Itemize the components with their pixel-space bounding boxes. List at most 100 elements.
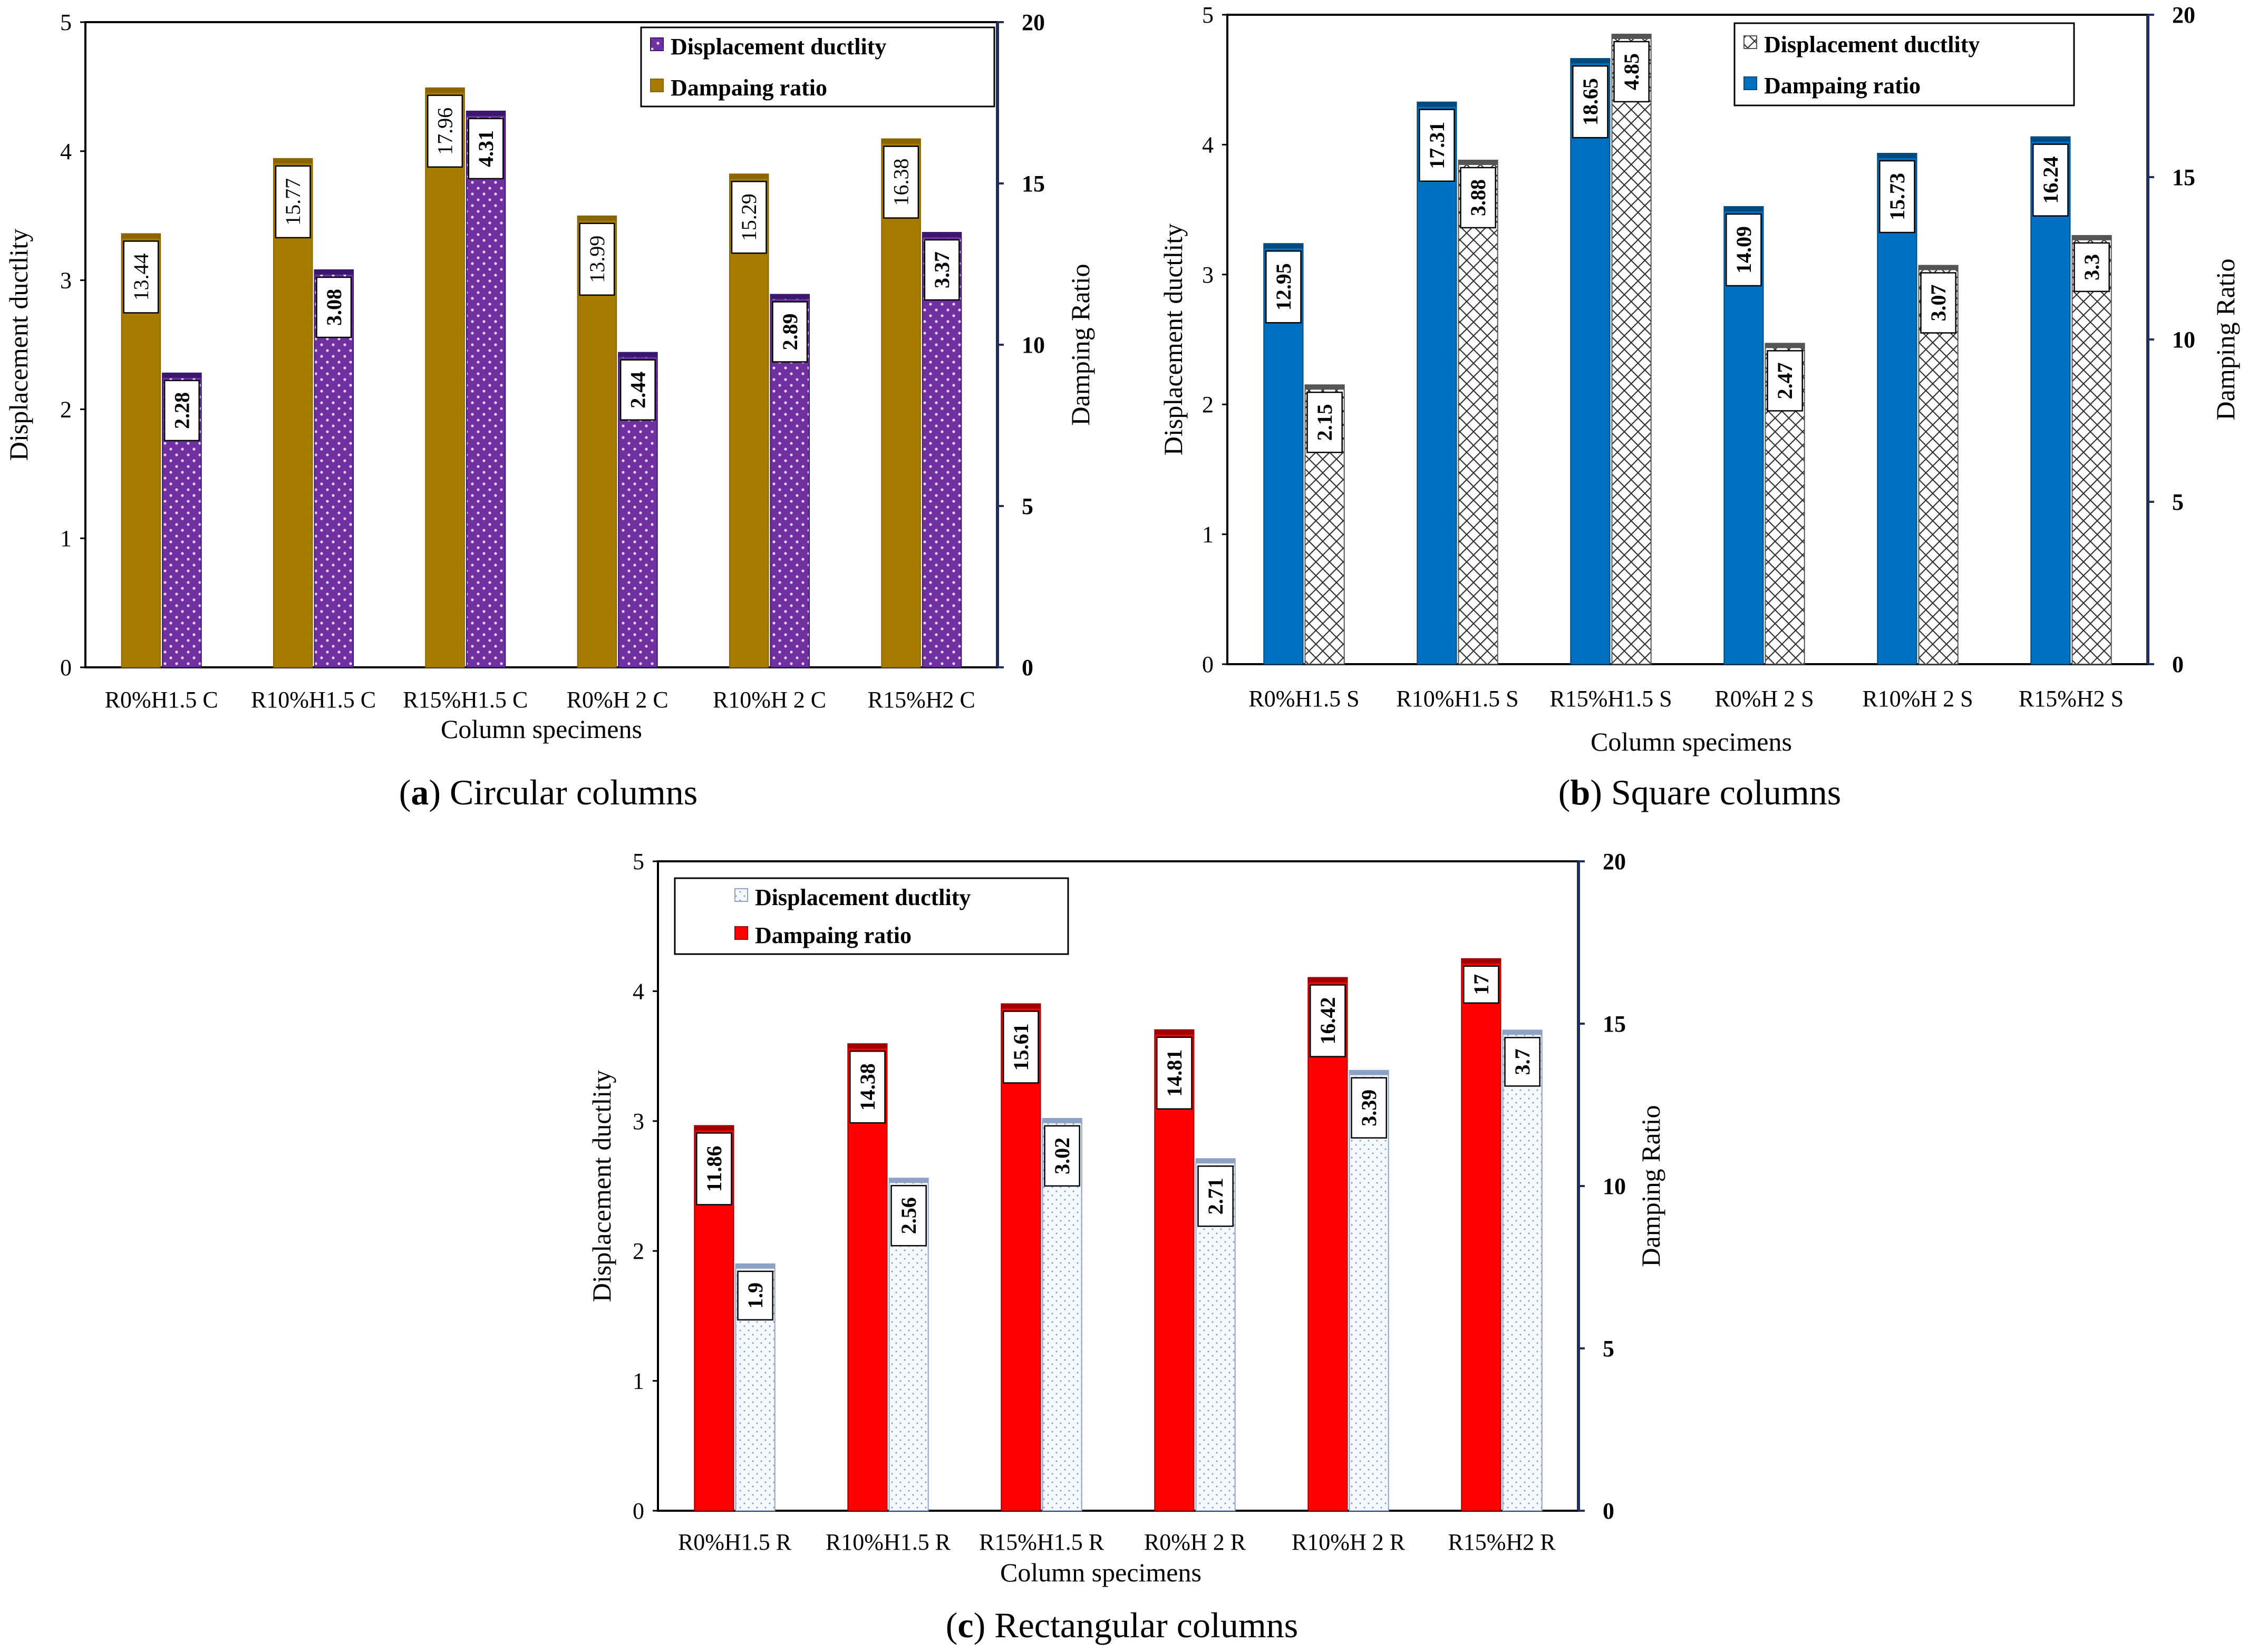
data-label: 3.39 <box>1357 1090 1381 1126</box>
data-label-box <box>1460 167 1496 229</box>
data-label: 3.08 <box>322 289 346 326</box>
right-tick-label: 10 <box>1022 332 1045 358</box>
data-label-box <box>883 145 919 219</box>
data-label-box <box>1351 1077 1387 1139</box>
bar-damping-ratio-cap <box>1155 1029 1194 1035</box>
category-labels-a: R0%H1.5 C R10%H1.5 C R15%H1.5 C R0%H 2 C R10… <box>105 687 975 713</box>
bar-damping-ratio <box>729 173 769 668</box>
bar-displacement-ductility-cap <box>1305 385 1344 390</box>
data-label: 3.37 <box>930 251 954 288</box>
caption-letter-b: b <box>1570 772 1590 812</box>
legend-swatch-ductility-b <box>1743 35 1757 49</box>
right-tick-label: 20 <box>1022 9 1045 35</box>
data-label-box <box>1419 109 1455 182</box>
data-label: 17.96 <box>433 108 457 155</box>
bar-damping-ratio <box>881 138 921 668</box>
left-y-ticks-a: 0 1 2 3 4 5 <box>60 9 85 681</box>
x-axis-title-b: Column specimens <box>1591 727 1792 756</box>
data-label: 2.44 <box>626 372 650 409</box>
data-label: 2.89 <box>778 314 802 351</box>
right-tick-label: 5 <box>2172 489 2184 515</box>
left-tick-label: 2 <box>1202 392 1214 417</box>
bar-damping-ratio-cap <box>425 88 464 93</box>
right-tick-label: 15 <box>1603 1011 1626 1037</box>
data-label: 17.31 <box>1425 122 1449 169</box>
y-axis-title-right-a: Damping Ratio <box>1065 264 1095 426</box>
data-label-box <box>1767 350 1803 412</box>
legend-c: Displacement ductlity Dampaing ratio <box>674 877 1069 955</box>
caption-b: (b) Square columns <box>1558 772 1841 812</box>
bar-damping-ratio-cap <box>1724 207 1763 212</box>
left-tick-label: 3 <box>60 268 72 294</box>
data-label-box <box>275 165 311 239</box>
data-label: 3.3 <box>2080 254 2104 280</box>
data-label-box <box>579 222 615 296</box>
data-label-box <box>1613 41 1650 103</box>
left-tick-label: 0 <box>1202 652 1214 677</box>
left-tick-label: 5 <box>633 849 644 874</box>
category-label: R15%H1.5 R <box>979 1529 1104 1555</box>
left-tick-label: 1 <box>60 526 72 551</box>
legend-a: Displacement ductlity Dampaing ratio <box>640 26 995 108</box>
y-axis-title-left-b: Displacement ductlity <box>1158 223 1188 455</box>
bar-damping-ratio-cap <box>1877 153 1917 159</box>
right-tick-label: 20 <box>2172 2 2195 28</box>
legend-label-damping-c: Dampaing ratio <box>755 922 912 948</box>
category-label: R0%H1.5 S <box>1248 686 1359 712</box>
bar-displacement-ductility-cap <box>770 294 810 299</box>
bar-damping-ratio-cap <box>1571 59 1610 64</box>
data-label: 16.24 <box>2039 157 2062 204</box>
legend-box-a <box>640 26 995 108</box>
data-label: 17 <box>1469 974 1493 995</box>
caption-letter-a: a <box>411 772 429 812</box>
bar-displacement-ductility-cap <box>1918 265 1958 270</box>
data-label-box <box>1003 1010 1039 1084</box>
bar-displacement-ductility <box>1349 1070 1389 1511</box>
caption-c: (c) Rectangular columns <box>946 1605 1298 1645</box>
data-label: 15.29 <box>737 193 761 241</box>
category-label: R0%H1.5 C <box>105 687 218 713</box>
category-label: R0%H 2 R <box>1144 1529 1246 1555</box>
left-tick-label: 5 <box>1202 2 1214 28</box>
left-tick-label: 4 <box>1202 132 1214 158</box>
legend-label-damping-b: Dampaing ratio <box>1764 73 1921 99</box>
data-label-box <box>2073 242 2110 293</box>
bar-displacement-ductility <box>1611 33 1652 665</box>
data-label: 16.38 <box>889 159 913 206</box>
bar-displacement-ductility <box>2071 235 2112 665</box>
category-label: R0%H 2 S <box>1714 686 1814 712</box>
category-label: R15%H1.5 C <box>403 687 528 713</box>
right-tick-label: 0 <box>1022 655 1033 681</box>
bar-displacement-ductility-cap <box>1765 343 1805 348</box>
chart-panel-b: 0 1 2 3 4 5 0 5 10 15 20 12.95 2.15 17.31 3.88 18.65 4… <box>1158 2 2240 812</box>
legend-label-ductility-c: Displacement ductlity <box>755 885 971 910</box>
left-y-ticks-b: 0 1 2 3 4 5 <box>1202 2 1227 677</box>
data-label-box <box>737 1270 773 1321</box>
legend-swatch-damping-c <box>734 926 748 940</box>
bar-displacement-ductility-cap <box>735 1264 775 1269</box>
caption-open-b: ( <box>1558 772 1571 812</box>
data-label-box <box>1044 1125 1080 1187</box>
legend-swatch-ductility-c <box>734 888 748 902</box>
data-label-box <box>1156 1036 1193 1110</box>
category-label: R15%H2 C <box>868 687 975 713</box>
data-label: 2.56 <box>897 1197 920 1234</box>
bar-displacement-ductility-cap <box>2072 235 2111 240</box>
bar-displacement-ductility-cap <box>1042 1118 1082 1123</box>
left-tick-label: 2 <box>633 1238 644 1264</box>
left-tick-label: 0 <box>633 1498 644 1524</box>
caption-open-c: ( <box>946 1605 958 1645</box>
category-label: R10%H 2 C <box>713 687 826 713</box>
data-label-box <box>1463 965 1499 1004</box>
bar-displacement-ductility <box>922 232 962 668</box>
left-y-ticks-c: 0 1 2 3 4 5 <box>633 849 658 1524</box>
y-axis-title-right-b: Damping Ratio <box>2211 259 2240 421</box>
bar-damping-ratio <box>1570 58 1611 665</box>
bar-displacement-ductility-cap <box>1612 34 1651 39</box>
y-axis-title-right-c: Damping Ratio <box>1636 1105 1665 1267</box>
data-label-box <box>163 380 200 442</box>
bar-damping-ratio <box>1461 958 1501 1511</box>
legend-box-b <box>1733 22 2075 106</box>
right-tick-label: 15 <box>2172 164 2195 190</box>
